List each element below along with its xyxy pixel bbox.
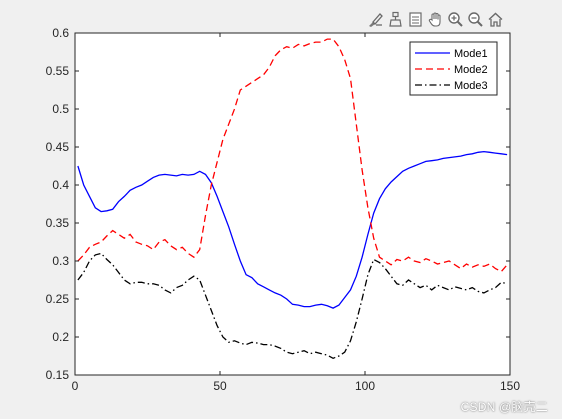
pan-hand-icon[interactable] [426,9,445,29]
zoom-out-icon[interactable] [466,9,485,29]
y-tick-label: 0.5 [52,102,69,116]
x-tick-label: 100 [355,379,375,393]
legend-toggle-icon[interactable] [406,9,425,29]
x-tick-label: 0 [72,379,79,393]
series-line-mode1 [77,150,508,309]
x-tick-label: 150 [500,379,520,393]
x-tick-label: 50 [213,379,227,393]
home-icon[interactable] [486,9,505,29]
y-tick-label: 0.15 [46,368,70,382]
series-line-mode3 [77,252,508,360]
zoom-in-icon[interactable] [446,9,465,29]
y-tick-label: 0.4 [52,178,69,192]
edit-brush-icon[interactable] [366,9,385,29]
y-tick-label: 0.45 [46,140,70,154]
legend-label-mode2: Mode2 [454,64,488,76]
watermark: CSDN @脑壳二 [460,400,548,414]
y-tick-label: 0.6 [52,26,69,40]
legend-box [409,41,498,96]
y-tick-label: 0.3 [52,254,69,268]
y-tick-label: 0.2 [52,330,69,344]
axes-frame [74,32,511,376]
y-tick-label: 0.55 [46,64,70,78]
y-tick-label: 0.35 [46,216,70,230]
legend-label-mode1: Mode1 [454,48,488,60]
legend[interactable]: Mode1 Mode2 Mode3 [409,41,498,96]
ticks-layer: 0 50 100 150 0.15 0.2 0.25 0.3 0.35 0.4 0.45 0.5 0.5… [46,26,521,393]
series-line-mode2 [77,38,508,273]
data-cursor-icon[interactable] [386,9,405,29]
legend-label-mode3: Mode3 [454,80,488,92]
series-layer [77,38,508,360]
axes-toolbar [366,8,505,30]
y-tick-label: 0.25 [46,292,70,306]
